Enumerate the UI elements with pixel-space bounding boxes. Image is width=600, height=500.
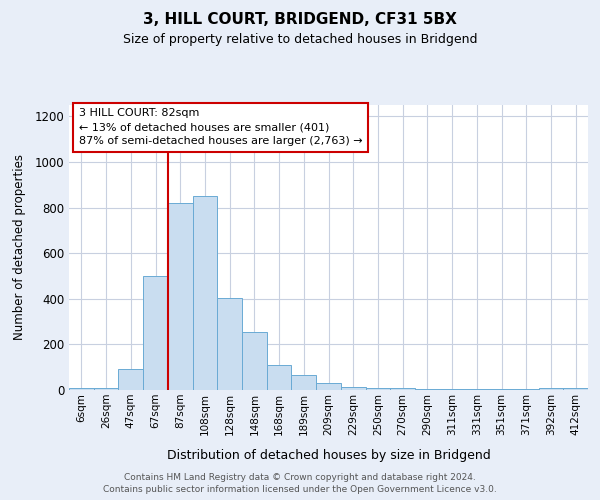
Bar [292, 375, 316, 390]
Bar [217, 298, 242, 390]
Y-axis label: Number of detached properties: Number of detached properties [13, 154, 26, 340]
Bar [94, 388, 118, 390]
Bar [341, 386, 365, 390]
Bar [440, 389, 464, 390]
Bar [267, 365, 292, 390]
Text: 3 HILL COURT: 82sqm
← 13% of detached houses are smaller (401)
87% of semi-detac: 3 HILL COURT: 82sqm ← 13% of detached ho… [79, 108, 362, 146]
Bar [242, 332, 267, 390]
Bar [489, 389, 514, 390]
Bar [514, 389, 539, 390]
Text: Size of property relative to detached houses in Bridgend: Size of property relative to detached ho… [123, 32, 477, 46]
Text: Contains HM Land Registry data © Crown copyright and database right 2024.
Contai: Contains HM Land Registry data © Crown c… [103, 472, 497, 494]
Bar [365, 388, 390, 390]
Bar [316, 383, 341, 390]
Bar [168, 203, 193, 390]
Bar [563, 388, 588, 390]
Text: 3, HILL COURT, BRIDGEND, CF31 5BX: 3, HILL COURT, BRIDGEND, CF31 5BX [143, 12, 457, 28]
Bar [143, 276, 168, 390]
Bar [69, 388, 94, 390]
Bar [390, 388, 415, 390]
Bar [415, 389, 440, 390]
Bar [539, 388, 563, 390]
Bar [118, 370, 143, 390]
Bar [464, 389, 489, 390]
Bar [193, 196, 217, 390]
X-axis label: Distribution of detached houses by size in Bridgend: Distribution of detached houses by size … [167, 449, 490, 462]
